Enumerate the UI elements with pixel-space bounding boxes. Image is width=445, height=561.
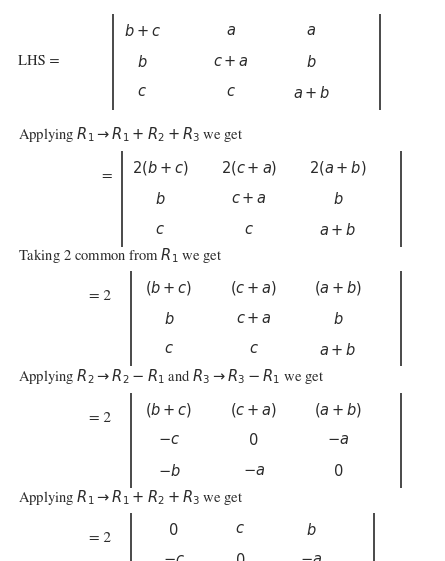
Text: = 2: = 2: [89, 289, 111, 303]
Text: $b$: $b$: [333, 191, 344, 207]
Text: $c + a$: $c + a$: [236, 312, 271, 325]
Text: $c + a$: $c + a$: [214, 55, 249, 68]
Text: $-a$: $-a$: [327, 434, 349, 447]
Text: =: =: [101, 170, 111, 183]
Text: $a$: $a$: [307, 24, 316, 38]
Text: $-c$: $-c$: [162, 554, 185, 561]
Text: LHS =: LHS =: [18, 55, 63, 68]
Text: Taking 2 common from $R_1$ we get: Taking 2 common from $R_1$ we get: [18, 246, 222, 265]
Text: $a + b$: $a + b$: [293, 85, 330, 100]
Text: $c$: $c$: [155, 223, 165, 237]
Text: $b$: $b$: [306, 54, 317, 70]
Text: $b$: $b$: [306, 522, 317, 537]
Text: $-a$: $-a$: [300, 554, 323, 561]
Text: $(c + a)$: $(c + a)$: [230, 279, 277, 297]
Text: $(b + c)$: $(b + c)$: [146, 401, 193, 419]
Text: $a$: $a$: [227, 24, 236, 38]
Text: $2(b + c)$: $2(b + c)$: [132, 159, 189, 177]
Text: $-a$: $-a$: [243, 465, 265, 478]
Text: $b$: $b$: [137, 54, 148, 70]
Text: Applying $R_1 \rightarrow R_1 + R_2 + R_3$ we get: Applying $R_1 \rightarrow R_1 + R_2 + R_…: [18, 125, 243, 144]
Text: $(a + b)$: $(a + b)$: [314, 401, 362, 419]
Text: $c$: $c$: [235, 523, 245, 536]
Text: Applying $R_2 \rightarrow R_2 - R_1$ and $R_3 \rightarrow R_3 - R_1$ we get: Applying $R_2 \rightarrow R_2 - R_1$ and…: [18, 367, 324, 387]
Text: $(b + c)$: $(b + c)$: [146, 279, 193, 297]
Text: $2(c + a)$: $2(c + a)$: [221, 159, 277, 177]
Text: $b$: $b$: [164, 311, 174, 327]
Text: $b + c$: $b + c$: [124, 23, 161, 39]
Text: $(a + b)$: $(a + b)$: [314, 279, 362, 297]
Text: Applying $R_1 \rightarrow R_1 + R_2 + R_3$ we get: Applying $R_1 \rightarrow R_1 + R_2 + R_…: [18, 488, 243, 507]
Text: $2(a + b)$: $2(a + b)$: [309, 159, 367, 177]
Text: $a + b$: $a + b$: [320, 222, 357, 238]
Text: $0$: $0$: [248, 433, 259, 448]
Text: $c$: $c$: [138, 86, 147, 99]
Text: $c$: $c$: [249, 343, 259, 356]
Text: $b$: $b$: [333, 311, 344, 327]
Text: $-c$: $-c$: [158, 434, 180, 447]
Text: = 2: = 2: [89, 532, 111, 545]
Text: $0$: $0$: [235, 553, 246, 561]
Text: $(c + a)$: $(c + a)$: [230, 401, 277, 419]
Text: $a + b$: $a + b$: [320, 342, 357, 357]
Text: $-b$: $-b$: [158, 463, 181, 479]
Text: $c + a$: $c + a$: [231, 192, 267, 206]
Text: $0$: $0$: [333, 463, 344, 479]
Text: $c$: $c$: [164, 343, 174, 356]
Text: = 2: = 2: [89, 411, 111, 425]
Text: $b$: $b$: [155, 191, 166, 207]
Text: $c$: $c$: [227, 86, 236, 99]
Text: $0$: $0$: [168, 522, 179, 537]
Text: $c$: $c$: [244, 223, 254, 237]
